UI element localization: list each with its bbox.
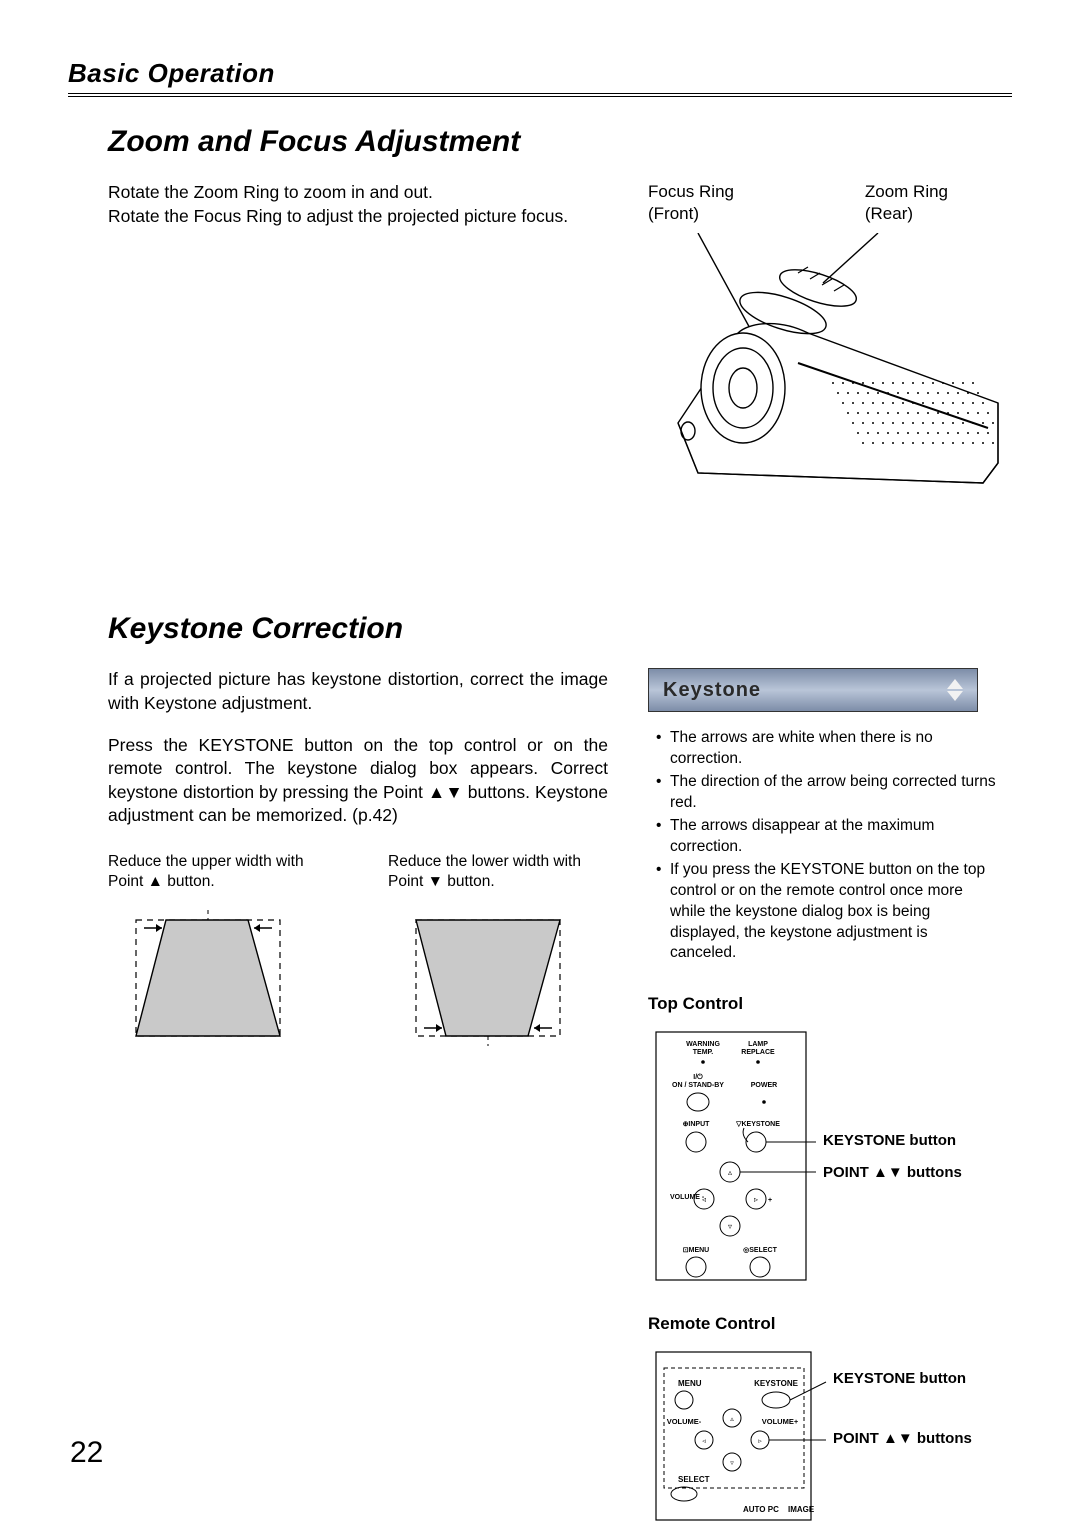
manual-page: Basic Operation Zoom and Focus Adjustmen…: [0, 0, 1080, 1514]
point-buttons-callout: POINT ▲▼ buttons: [823, 1164, 962, 1181]
svg-text:REPLACE: REPLACE: [741, 1049, 775, 1056]
zoom-body: Rotate the Zoom Ring to zoom in and out.…: [108, 181, 608, 228]
svg-text:KEYSTONE: KEYSTONE: [754, 1379, 799, 1388]
bullet-item: The direction of the arrow being correct…: [660, 772, 998, 814]
svg-text:◎SELECT: ◎SELECT: [743, 1247, 777, 1254]
remote-point-callout: POINT ▲▼ buttons: [833, 1430, 972, 1447]
top-control-header: Top Control: [648, 994, 998, 1014]
svg-text:VOLUME -: VOLUME -: [670, 1194, 705, 1201]
trap-upper-caption: Reduce the upper width with Point ▲ butt…: [108, 852, 328, 892]
ring-labels: Focus Ring (Front) Zoom Ring (Rear): [648, 181, 988, 225]
svg-text:VOLUME+: VOLUME+: [762, 1417, 799, 1426]
svg-text:I/⏻: I/⏻: [693, 1073, 703, 1081]
svg-text:◃: ◃: [702, 1438, 706, 1445]
remote-keystone-callout: KEYSTONE button: [833, 1370, 966, 1387]
svg-text:AUTO PC: AUTO PC: [743, 1505, 779, 1514]
trap-lower-caption: Reduce the lower width with Point ▼ butt…: [388, 852, 608, 892]
keystone-right: Keystone The arrows are white when there…: [648, 668, 998, 1534]
remote-control-diagram: MENU KEYSTONE VOLUME- VOLUME+ ▵ ◃ ▹ ▿ SE…: [648, 1344, 998, 1534]
svg-text:▹: ▹: [754, 1195, 758, 1204]
svg-text:IMAGE: IMAGE: [788, 1505, 815, 1514]
keystone-para2: Press the KEYSTONE button on the top con…: [108, 734, 608, 829]
svg-text:⊡MENU: ⊡MENU: [683, 1247, 709, 1254]
trap-lower-svg: [388, 906, 588, 1046]
svg-text:POWER: POWER: [751, 1082, 777, 1089]
svg-text:TEMP.: TEMP.: [693, 1049, 714, 1056]
svg-text:WARNING: WARNING: [686, 1041, 720, 1048]
section-title-keystone: Keystone Correction: [108, 612, 1012, 646]
focus-ring-sub: (Front): [648, 204, 699, 223]
keystone-bullets: The arrows are white when there is no co…: [648, 728, 998, 964]
bullet-item: The arrows disappear at the maximum corr…: [660, 816, 998, 858]
zoom-ring-label: Zoom Ring (Rear): [865, 181, 948, 225]
zoom-focus-row: Rotate the Zoom Ring to zoom in and out.…: [108, 181, 1012, 578]
svg-text:LAMP: LAMP: [748, 1041, 768, 1048]
trap-upper-block: Reduce the upper width with Point ▲ butt…: [108, 852, 328, 1051]
trapezoid-row: Reduce the upper width with Point ▲ butt…: [108, 852, 608, 1051]
triangle-up-icon: [947, 679, 963, 689]
top-control-diagram: WARNING TEMP. LAMP REPLACE I/⏻ ON / STAN…: [648, 1024, 998, 1284]
zoom-right-col: Focus Ring (Front) Zoom Ring (Rear): [648, 181, 998, 578]
keystone-left: If a projected picture has keystone dist…: [108, 668, 608, 1534]
remote-control-header: Remote Control: [648, 1314, 998, 1334]
svg-text:◃: ◃: [702, 1195, 706, 1204]
page-number: 22: [70, 1436, 103, 1470]
keystone-para1: If a projected picture has keystone dist…: [108, 668, 608, 715]
focus-ring-label: Focus Ring (Front): [648, 181, 734, 225]
svg-text:MENU: MENU: [678, 1379, 702, 1388]
zoom-left-col: Rotate the Zoom Ring to zoom in and out.…: [108, 181, 608, 578]
svg-text:▵: ▵: [730, 1416, 734, 1423]
zoom-ring-text: Zoom Ring: [865, 182, 948, 201]
page-header: Basic Operation: [68, 58, 1012, 97]
keystone-dialog: Keystone: [648, 668, 978, 712]
keystone-arrows-icon: [947, 679, 963, 701]
bullet-item: If you press the KEYSTONE button on the …: [660, 860, 998, 965]
svg-text:▹: ▹: [758, 1438, 762, 1445]
svg-text:ON / STAND-BY: ON / STAND-BY: [672, 1082, 724, 1089]
keystone-row: If a projected picture has keystone dist…: [108, 668, 1012, 1534]
triangle-down-icon: [947, 691, 963, 701]
trap-lower-block: Reduce the lower width with Point ▼ butt…: [388, 852, 608, 1051]
svg-text:▽KEYSTONE: ▽KEYSTONE: [735, 1121, 780, 1128]
svg-text:▵: ▵: [728, 1168, 732, 1177]
svg-text:VOLUME-: VOLUME-: [667, 1417, 702, 1426]
zoom-ring-sub: (Rear): [865, 204, 913, 223]
svg-text:⊕INPUT: ⊕INPUT: [683, 1121, 711, 1128]
keystone-dialog-label: Keystone: [663, 679, 761, 702]
focus-ring-text: Focus Ring: [648, 182, 734, 201]
trap-upper-svg: [108, 906, 308, 1046]
section-title-zoom: Zoom and Focus Adjustment: [108, 125, 1012, 159]
header-title: Basic Operation: [68, 58, 1012, 89]
projector-diagram: [648, 233, 1008, 513]
svg-text:▿: ▿: [730, 1460, 734, 1467]
keystone-button-callout: KEYSTONE button: [823, 1132, 956, 1149]
svg-text:+: +: [768, 1197, 772, 1204]
bullet-item: The arrows are white when there is no co…: [660, 728, 998, 770]
svg-text:▿: ▿: [728, 1222, 732, 1231]
svg-text:SELECT: SELECT: [678, 1475, 710, 1484]
